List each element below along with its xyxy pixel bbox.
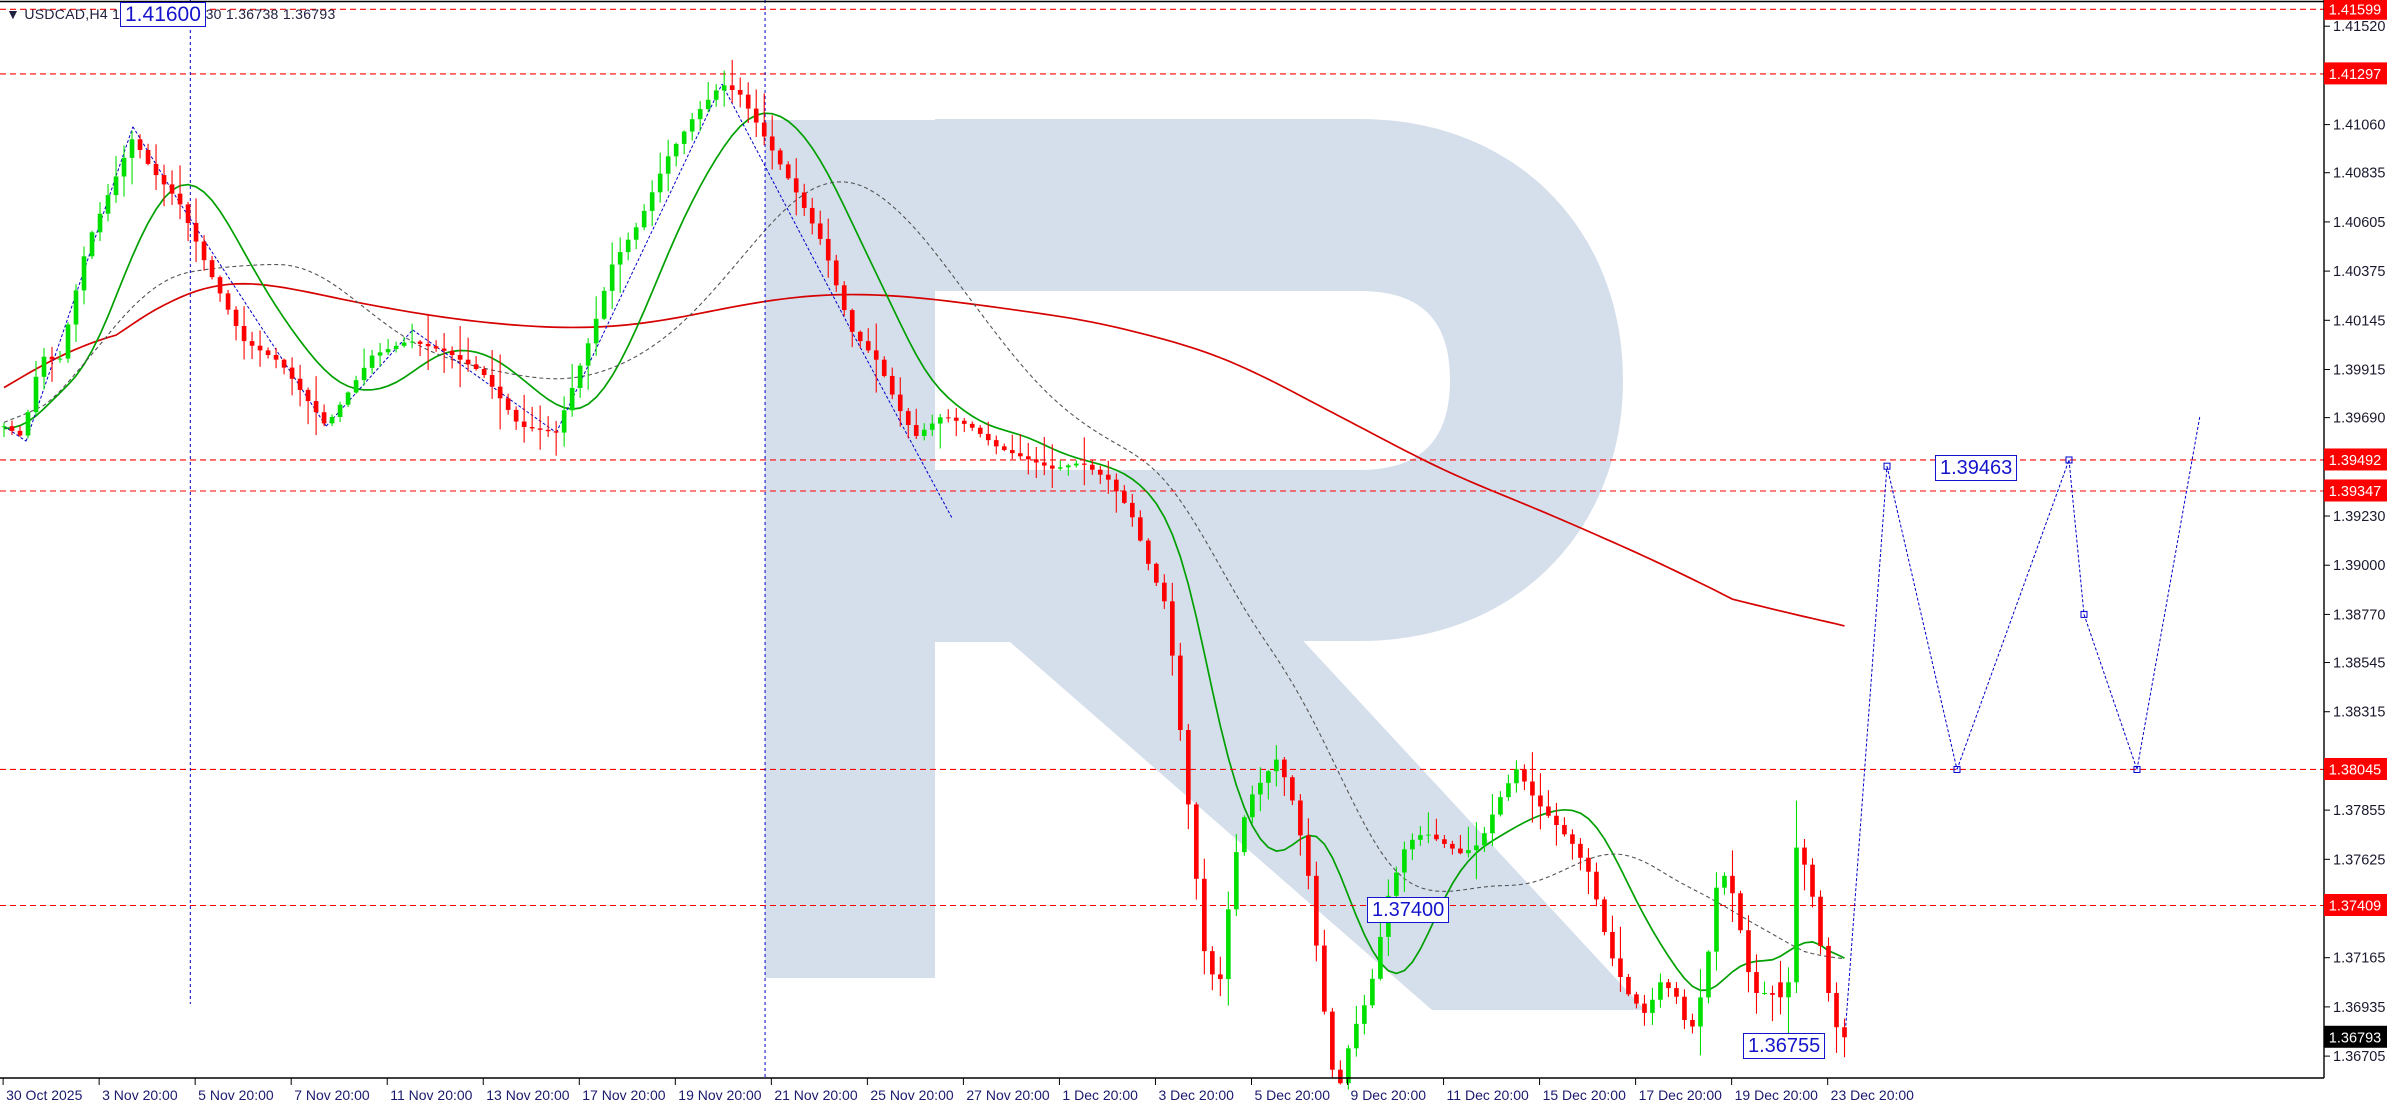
svg-text:1.37165: 1.37165 <box>2333 951 2385 967</box>
svg-text:17 Dec 20:00: 17 Dec 20:00 <box>1639 1087 1722 1100</box>
svg-text:25 Nov 20:00: 25 Nov 20:00 <box>870 1087 953 1100</box>
svg-text:7 Nov 20:00: 7 Nov 20:00 <box>294 1087 370 1100</box>
svg-text:1.40145: 1.40145 <box>2333 313 2385 329</box>
svg-text:1.41060: 1.41060 <box>2333 118 2385 134</box>
svg-text:19 Dec 20:00: 19 Dec 20:00 <box>1735 1087 1818 1100</box>
svg-text:5 Nov 20:00: 5 Nov 20:00 <box>198 1087 274 1100</box>
svg-text:9 Dec 20:00: 9 Dec 20:00 <box>1351 1087 1427 1100</box>
svg-text:1.39492: 1.39492 <box>2329 453 2381 469</box>
svg-text:1.41297: 1.41297 <box>2329 67 2381 83</box>
svg-text:1 Dec 20:00: 1 Dec 20:00 <box>1062 1087 1138 1100</box>
svg-text:1.39915: 1.39915 <box>2333 363 2385 379</box>
svg-text:1.40605: 1.40605 <box>2333 215 2385 231</box>
svg-text:1.38770: 1.38770 <box>2333 607 2385 623</box>
svg-text:15 Dec 20:00: 15 Dec 20:00 <box>1543 1087 1626 1100</box>
svg-text:11 Dec 20:00: 11 Dec 20:00 <box>1447 1087 1529 1100</box>
svg-text:30 Oct 2025: 30 Oct 2025 <box>6 1087 82 1100</box>
svg-text:11 Nov 20:00: 11 Nov 20:00 <box>390 1087 472 1100</box>
svg-text:1.41599: 1.41599 <box>2329 2 2381 18</box>
svg-text:1.36793: 1.36793 <box>2329 1030 2381 1046</box>
svg-text:1.39000: 1.39000 <box>2333 558 2385 574</box>
svg-text:1.37625: 1.37625 <box>2333 852 2385 868</box>
svg-text:1.38545: 1.38545 <box>2333 656 2385 672</box>
svg-text:1.38315: 1.38315 <box>2333 705 2385 721</box>
svg-text:23 Dec 20:00: 23 Dec 20:00 <box>1831 1087 1914 1100</box>
svg-text:19 Nov 20:00: 19 Nov 20:00 <box>678 1087 761 1100</box>
svg-text:17 Nov 20:00: 17 Nov 20:00 <box>582 1087 665 1100</box>
svg-text:3 Nov 20:00: 3 Nov 20:00 <box>102 1087 178 1100</box>
svg-text:1.38045: 1.38045 <box>2329 762 2381 778</box>
svg-text:1.37855: 1.37855 <box>2333 803 2385 819</box>
svg-text:1.37409: 1.37409 <box>2329 899 2381 915</box>
svg-text:1.41520: 1.41520 <box>2333 19 2385 35</box>
svg-text:27 Nov 20:00: 27 Nov 20:00 <box>966 1087 1049 1100</box>
svg-text:1.40375: 1.40375 <box>2333 264 2385 280</box>
svg-text:1.39690: 1.39690 <box>2333 411 2385 427</box>
svg-text:21 Nov 20:00: 21 Nov 20:00 <box>774 1087 857 1100</box>
svg-text:1.36705: 1.36705 <box>2333 1049 2385 1065</box>
svg-text:1.39230: 1.39230 <box>2333 509 2385 525</box>
svg-text:5 Dec 20:00: 5 Dec 20:00 <box>1254 1087 1330 1100</box>
svg-text:1.39347: 1.39347 <box>2329 484 2381 500</box>
svg-text:3 Dec 20:00: 3 Dec 20:00 <box>1158 1087 1234 1100</box>
svg-text:1.40835: 1.40835 <box>2333 166 2385 182</box>
svg-text:1.36935: 1.36935 <box>2333 1000 2385 1016</box>
svg-text:13 Nov 20:00: 13 Nov 20:00 <box>486 1087 569 1100</box>
